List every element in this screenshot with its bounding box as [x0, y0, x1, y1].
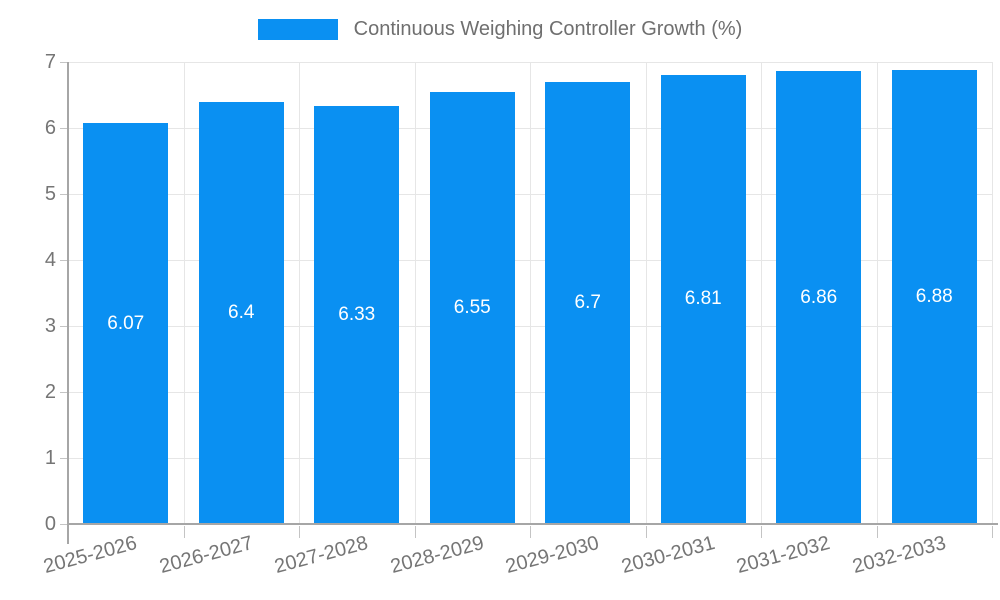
bar-value-label: 6.33 [338, 304, 376, 326]
bar [198, 101, 284, 523]
x-axis-label: 2030-2031 [618, 532, 717, 579]
bar-value-label: 6.07 [107, 312, 145, 334]
x-gridline [530, 62, 531, 524]
x-axis-label: 2026-2027 [156, 532, 255, 579]
y-axis-line [67, 62, 69, 544]
x-axis-label: 2032-2033 [849, 532, 948, 579]
y-tick [60, 260, 68, 261]
x-axis-line [68, 523, 998, 525]
legend-swatch [257, 19, 338, 40]
y-axis-label: 3 [44, 315, 56, 337]
x-gridline [992, 62, 993, 524]
x-gridline [876, 62, 878, 524]
x-tick [876, 526, 878, 538]
x-tick [414, 526, 416, 538]
x-axis-label: 2029-2030 [503, 532, 602, 579]
y-axis-label: 7 [44, 51, 56, 73]
y-tick [60, 326, 68, 327]
chart-legend: Continuous Weighing Controller Growth (%… [0, 18, 1000, 41]
bar [314, 106, 400, 523]
x-gridline [414, 62, 416, 524]
y-tick [60, 194, 68, 195]
y-tick [60, 62, 68, 63]
y-axis-label: 5 [44, 183, 56, 205]
x-axis-label: 2027-2028 [272, 532, 371, 579]
bar [545, 81, 631, 523]
y-tick [60, 128, 68, 129]
y-axis-label: 1 [44, 447, 56, 469]
y-tick [60, 458, 68, 459]
bar [83, 123, 169, 523]
y-axis-label: 6 [44, 117, 56, 139]
x-tick [761, 526, 762, 538]
x-gridline [299, 62, 300, 524]
bar [660, 74, 746, 523]
y-axis-label: 4 [44, 249, 56, 271]
bar [891, 69, 977, 523]
y-tick [60, 392, 68, 393]
y-axis-label: 2 [44, 381, 56, 403]
bar [429, 91, 515, 523]
bar-value-label: 6.4 [228, 301, 255, 323]
x-tick [299, 526, 300, 538]
x-gridline [761, 62, 762, 524]
x-gridline [183, 62, 185, 524]
bar-value-label: 6.81 [684, 288, 722, 310]
x-axis-label: 2025-2026 [41, 532, 140, 579]
bar-value-label: 6.7 [574, 291, 601, 313]
x-tick [183, 526, 185, 538]
bar-value-label: 6.55 [453, 296, 491, 318]
bar-value-label: 6.86 [800, 286, 838, 308]
y-tick [60, 524, 68, 525]
legend-label: Continuous Weighing Controller Growth (%… [353, 18, 743, 40]
x-gridline [645, 62, 647, 524]
x-tick [992, 526, 993, 538]
bar-value-label: 6.88 [915, 285, 953, 307]
y-axis-label: 0 [44, 513, 56, 535]
bar [776, 71, 862, 523]
x-axis-label: 2031-2032 [734, 532, 833, 579]
x-tick [645, 526, 647, 538]
x-axis-label: 2028-2029 [387, 532, 486, 579]
x-tick [530, 526, 531, 538]
